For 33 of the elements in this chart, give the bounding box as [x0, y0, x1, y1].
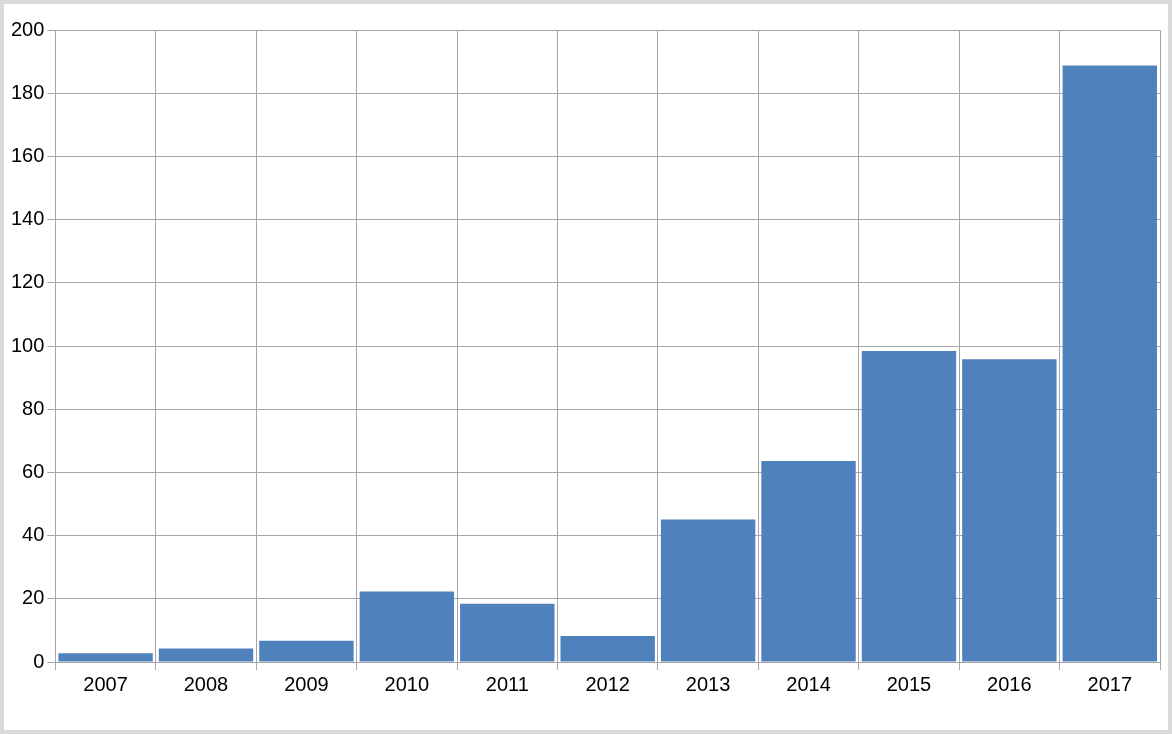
x-tick-label: 2016 — [987, 672, 1032, 695]
bar — [761, 461, 856, 662]
y-tick-label: 160 — [10, 143, 45, 166]
x-tick-label: 2011 — [485, 672, 529, 695]
bar — [962, 359, 1057, 662]
y-tick-label: 200 — [10, 17, 45, 40]
x-tick-label: 2010 — [384, 672, 430, 695]
y-tick-label: 100 — [10, 333, 45, 356]
y-tick-label: 20 — [22, 586, 45, 609]
x-tick-label: 2017 — [1087, 672, 1133, 695]
y-tick-label: 80 — [22, 396, 45, 419]
x-tick-label: 2013 — [685, 672, 731, 695]
bar — [660, 519, 756, 662]
x-tick-label: 2007 — [83, 672, 128, 695]
x-tick-label: 2014 — [786, 672, 831, 695]
y-tick-label: 140 — [10, 207, 45, 230]
x-tick-label: 2015 — [886, 672, 932, 695]
x-tick-label: 2009 — [284, 672, 329, 695]
y-tick-label: 180 — [10, 80, 45, 103]
bar — [259, 640, 354, 662]
bar — [158, 648, 254, 662]
y-tick-label: 60 — [22, 459, 45, 482]
y-tick-label: 120 — [10, 270, 45, 293]
bar — [58, 653, 153, 662]
bar — [861, 351, 957, 662]
bar — [1062, 65, 1157, 662]
bar — [359, 591, 455, 662]
y-tick-label: 40 — [22, 523, 45, 546]
bar — [560, 636, 655, 662]
y-tick-label: 0 — [33, 649, 45, 672]
bar — [460, 603, 555, 662]
x-tick-label: 2012 — [585, 672, 630, 695]
x-tick-label: 2008 — [183, 672, 229, 695]
